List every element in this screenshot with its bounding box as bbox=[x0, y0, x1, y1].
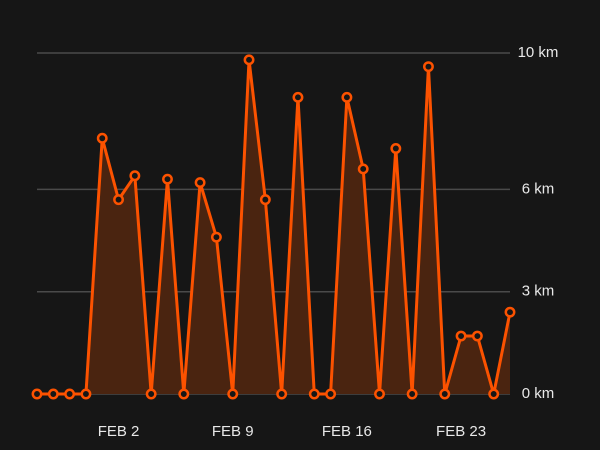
point bbox=[178, 388, 190, 400]
x-tick-label: FEB 16 bbox=[322, 423, 372, 440]
point bbox=[422, 61, 434, 73]
point bbox=[64, 388, 76, 400]
y-tick-label: 3 km bbox=[522, 283, 555, 300]
point bbox=[47, 388, 59, 400]
point bbox=[439, 388, 451, 400]
point bbox=[129, 170, 141, 182]
area bbox=[37, 59, 510, 394]
y-tick-label: 10 km bbox=[518, 44, 559, 61]
point bbox=[488, 388, 500, 400]
point bbox=[210, 231, 222, 243]
point bbox=[325, 388, 337, 400]
point bbox=[406, 388, 418, 400]
point bbox=[80, 388, 92, 400]
point bbox=[243, 54, 255, 66]
point bbox=[357, 163, 369, 175]
point bbox=[504, 306, 516, 318]
point bbox=[374, 388, 385, 400]
point bbox=[145, 388, 157, 400]
x-tick-label: FEB 2 bbox=[98, 423, 140, 440]
x-tick-label: FEB 9 bbox=[212, 423, 254, 440]
point bbox=[390, 143, 402, 154]
y-tick-label: 6 km bbox=[522, 180, 555, 197]
point bbox=[31, 388, 43, 400]
point bbox=[194, 177, 206, 189]
point bbox=[113, 194, 125, 206]
point bbox=[308, 388, 320, 400]
y-tick-label: 0 km bbox=[522, 385, 555, 402]
point bbox=[341, 91, 353, 103]
x-tick-label: FEB 23 bbox=[436, 423, 486, 440]
point bbox=[162, 173, 173, 185]
point bbox=[227, 388, 239, 400]
point bbox=[471, 330, 483, 342]
line bbox=[37, 58, 512, 396]
point bbox=[96, 132, 108, 144]
point bbox=[259, 194, 271, 206]
point bbox=[292, 91, 304, 103]
point bbox=[455, 330, 467, 342]
point bbox=[276, 388, 288, 400]
